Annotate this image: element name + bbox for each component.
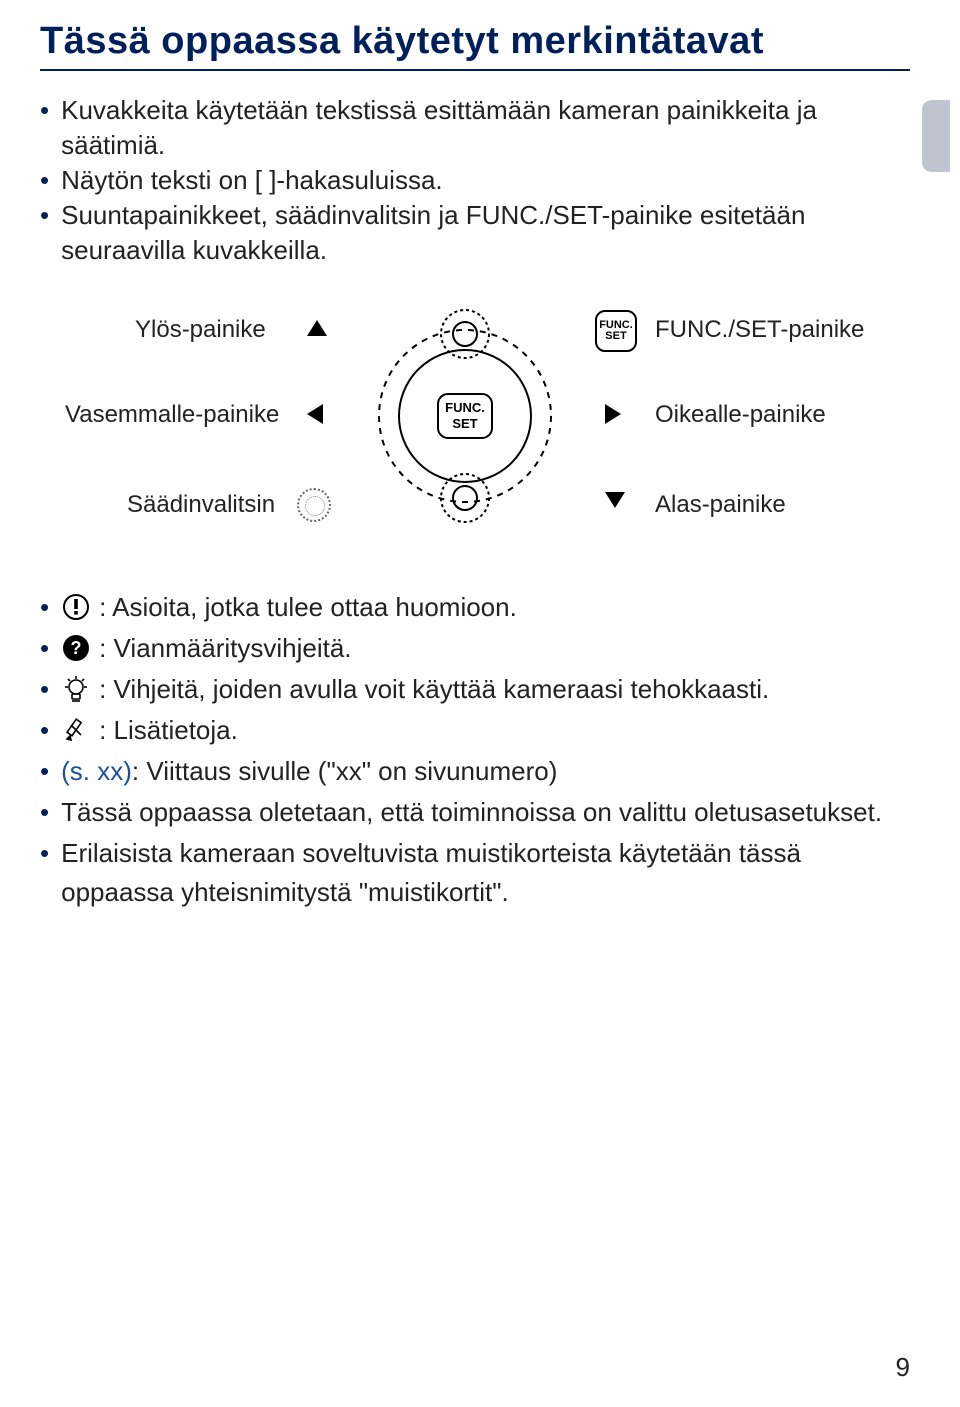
label-up: Ylös-painike xyxy=(135,316,266,344)
svg-text:?: ? xyxy=(71,638,82,658)
lightbulb-icon xyxy=(61,674,91,704)
page-ref-text: : Viittaus sivulle ("xx" on sivunumero) xyxy=(132,756,557,786)
note-cards: Erilaisista kameraan soveltuvista muisti… xyxy=(61,834,910,912)
func-set-badge-icon: FUNC. SET xyxy=(595,310,637,352)
label-right: Oikealle-painike xyxy=(655,401,826,429)
page-ref-link[interactable]: (s. xx) xyxy=(61,756,132,786)
func-badge-bottom: SET xyxy=(605,331,626,343)
control-diagram: Ylös-painike Vasemmalle-painike Säädinva… xyxy=(65,296,885,566)
intro-item-2: Näytön teksti on [ ]-hakasuluissa. xyxy=(61,163,443,198)
svg-text:FUNC.: FUNC. xyxy=(445,400,485,415)
control-wheel-icon: FUNC. SET xyxy=(365,296,565,536)
note-info: : Lisätietoja. xyxy=(99,711,238,750)
label-func: FUNC./SET-painike xyxy=(655,316,864,344)
caution-icon xyxy=(61,592,91,622)
note-troubleshoot: : Vianmääritysvihjeitä. xyxy=(99,629,351,668)
side-tab xyxy=(922,100,950,172)
intro-list: Kuvakkeita käytetään tekstissä esittämää… xyxy=(40,93,910,268)
label-left: Vasemmalle-painike xyxy=(65,401,279,429)
question-icon: ? xyxy=(61,633,91,663)
notes-list: : Asioita, jotka tulee ottaa huomioon. ?… xyxy=(40,588,910,912)
arrow-down-icon xyxy=(605,492,625,508)
note-tip: : Vihjeitä, joiden avulla voit käyttää k… xyxy=(99,670,769,709)
page-number: 9 xyxy=(896,1352,910,1383)
intro-item-1: Kuvakkeita käytetään tekstissä esittämää… xyxy=(61,93,910,163)
dial-icon xyxy=(297,488,331,522)
arrow-right-icon xyxy=(605,404,621,424)
note-caution: : Asioita, jotka tulee ottaa huomioon. xyxy=(99,588,517,627)
note-defaults: Tässä oppaassa oletetaan, että toiminnoi… xyxy=(61,793,882,832)
pencil-icon xyxy=(61,715,91,745)
arrow-left-icon xyxy=(307,404,323,424)
label-dial: Säädinvalitsin xyxy=(127,491,275,519)
page-title: Tässä oppaassa käytetyt merkintätavat xyxy=(40,20,910,71)
intro-item-3: Suuntapainikkeet, säädinvalitsin ja FUNC… xyxy=(61,198,910,268)
svg-text:SET: SET xyxy=(452,416,477,431)
label-down: Alas-painike xyxy=(655,491,786,519)
arrow-up-icon xyxy=(307,320,327,336)
